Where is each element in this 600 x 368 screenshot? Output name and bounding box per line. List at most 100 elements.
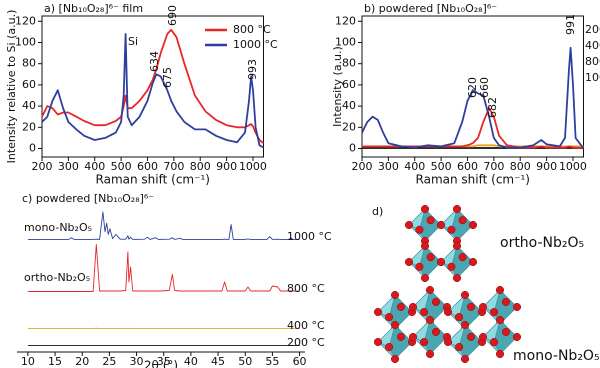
oxygen-atom: [373, 337, 383, 347]
series-label: 800 °C: [287, 282, 325, 295]
y-tick-label: 60: [342, 78, 356, 91]
x-tick-label: 900: [216, 160, 237, 173]
oxygen-atom: [425, 285, 435, 295]
y-tick-label: 120: [15, 14, 36, 27]
oxygen-atom: [396, 332, 406, 341]
y-tick-label: 80: [342, 57, 356, 70]
oxygen-atom: [468, 220, 478, 230]
x-tick-label: 400: [404, 160, 425, 173]
oxygen-atom: [468, 257, 478, 267]
oxygen-atom: [460, 290, 470, 300]
x-tick-label: 25: [102, 355, 116, 368]
oxygen-atom: [495, 285, 505, 295]
oxygen-atom: [478, 332, 488, 342]
y-tick-label: 100: [335, 36, 356, 49]
series-line: [361, 46, 585, 150]
x-tick-label: 10: [21, 355, 35, 368]
oxygen-atom: [408, 332, 418, 342]
oxygen-atom: [415, 262, 424, 271]
oxygen-atom: [452, 204, 462, 214]
structure-label: mono-Nb₂O₅: [513, 348, 600, 364]
octahedron-face: [482, 318, 501, 343]
x-tick-label: 35: [157, 355, 171, 368]
oxygen-atom: [460, 320, 470, 330]
oxygen-atom: [452, 273, 462, 283]
y-axis-label: Intensity (a.u.): [331, 46, 344, 127]
oxygen-atom: [452, 241, 462, 251]
x-tick-label: 700: [483, 160, 504, 173]
oxygen-atom: [420, 204, 430, 214]
y-tick-label: 40: [22, 99, 36, 112]
oxygen-atom: [466, 302, 476, 311]
oxygen-atom: [431, 297, 441, 306]
y-tick-label: 100: [15, 36, 36, 49]
oxygen-atom: [501, 327, 511, 336]
x-tick-label: 1000: [239, 160, 267, 173]
annotation: 690: [166, 5, 179, 26]
oxygen-atom: [425, 315, 435, 325]
x-tick-label: 800: [190, 160, 211, 173]
x-axis-label: Raman shift (cm⁻¹): [416, 173, 530, 187]
series-label: 200 °C: [287, 336, 325, 349]
y-tick-label: 80: [22, 57, 36, 70]
annotation: Si: [128, 35, 138, 48]
y-tick-label: 120: [335, 14, 356, 27]
oxygen-atom: [447, 225, 456, 234]
x-tick-label: 1000: [559, 160, 587, 173]
oxygen-atom: [431, 327, 441, 336]
annotation: 634: [148, 51, 161, 72]
octahedron-face: [482, 288, 501, 313]
y-tick-label: 20: [22, 120, 36, 133]
oxygen-atom: [455, 343, 464, 352]
octahedron-face: [412, 318, 431, 343]
series-line: [27, 244, 300, 292]
y-tick-label: 40: [342, 99, 356, 112]
annotation: 620: [466, 77, 479, 98]
oxygen-atom: [460, 354, 470, 364]
chart-title: c) powdered [Nb₁₀O₂₈]⁶⁻: [22, 192, 154, 205]
oxygen-atom: [447, 262, 456, 271]
series-line: [41, 28, 265, 144]
oxygen-atom: [436, 220, 446, 230]
annotation: mono-Nb₂O₅: [24, 221, 92, 234]
oxygen-atom: [390, 354, 400, 364]
x-tick-label: 500: [431, 160, 452, 173]
annotation: 675: [161, 67, 174, 88]
structure-label: ortho-Nb₂O₅: [500, 235, 584, 251]
oxygen-atom: [466, 332, 476, 341]
oxygen-atom: [420, 273, 430, 283]
oxygen-atom: [495, 349, 505, 359]
y-tick-label: 0: [349, 142, 356, 155]
legend-label: 400: [585, 39, 600, 52]
series-line: [41, 33, 264, 149]
oxygen-atom: [373, 307, 383, 317]
x-tick-label: 300: [58, 160, 79, 173]
oxygen-atom: [478, 302, 488, 312]
oxygen-atom: [458, 253, 467, 262]
oxygen-atom: [385, 343, 394, 352]
x-tick-label: 800: [510, 160, 531, 173]
oxygen-atom: [390, 290, 400, 300]
oxygen-atom: [426, 216, 435, 225]
oxygen-atom: [408, 302, 418, 312]
x-tick-label: 600: [137, 160, 158, 173]
oxygen-atom: [512, 332, 522, 342]
x-axis-label: 2θ (°): [144, 359, 178, 368]
legend-label: 200: [585, 23, 600, 36]
oxygen-atom: [385, 313, 394, 322]
x-tick-label: 15: [48, 355, 62, 368]
y-axis-label: Intensity relative to Si (a.u.): [5, 10, 18, 164]
oxygen-atom: [420, 308, 429, 317]
x-tick-label: 200: [352, 160, 373, 173]
annotation: ortho-Nb₂O₅: [24, 271, 90, 284]
x-tick-label: 900: [536, 160, 557, 173]
legend-label: 800 °C: [233, 23, 271, 36]
legend-label: 800: [585, 55, 600, 68]
series-label: 1000 °C: [287, 230, 332, 243]
oxygen-atom: [390, 320, 400, 330]
oxygen-atom: [455, 313, 464, 322]
x-tick-label: 30: [130, 355, 144, 368]
x-tick-label: 50: [238, 355, 252, 368]
chart-title: a) [Nb₁₀O₂₈]⁶⁻ film: [44, 2, 143, 15]
